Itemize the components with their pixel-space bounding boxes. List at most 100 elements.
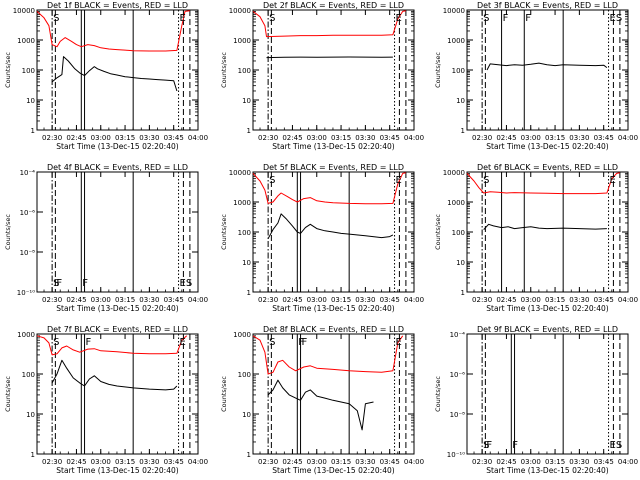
events-series-line (267, 213, 394, 239)
y-tick-label: 10⁻⁸ (450, 411, 466, 419)
x-tick-label: 03:30 (569, 458, 589, 466)
y-tick-label: 10⁻⁶ (20, 209, 36, 217)
x-tick-label: 03:45 (594, 134, 614, 142)
y-tick-label: 10 (456, 97, 465, 105)
x-tick-label: 03:30 (355, 458, 375, 466)
y-tick-label: 10000 (229, 169, 251, 177)
x-tick-label: 04:00 (404, 296, 424, 304)
x-tick-label: 03:00 (307, 134, 327, 142)
x-tick-label: 04:00 (404, 134, 424, 142)
x-axis-label: Start Time (13-Dec-15 02:20:40) (272, 142, 394, 151)
event-marker-label: S (483, 175, 489, 186)
x-tick-label: 02:30 (42, 296, 62, 304)
chart-panel-2: Det 2f BLACK = Events, RED = LLD 1 10 100 10… (220, 1, 424, 151)
x-tick-label: 02:30 (258, 458, 278, 466)
x-tick-label: 03:30 (139, 458, 159, 466)
x-tick-label: 02:45 (496, 296, 516, 304)
y-tick-label: 100 (238, 229, 251, 237)
x-tick-label: 03:00 (307, 458, 327, 466)
x-tick-label: 03:30 (569, 134, 589, 142)
x-tick-label: 03:30 (139, 134, 159, 142)
x-axis-label: Start Time (13-Dec-15 02:20:40) (486, 142, 608, 151)
event-marker-label: ES (610, 13, 623, 24)
x-tick-label: 04:00 (618, 296, 638, 304)
x-tick-label: 02:45 (66, 134, 86, 142)
y-tick-label: 1000 (233, 331, 251, 339)
y-tick-label: 10 (26, 411, 35, 419)
plot-frame (466, 9, 629, 131)
event-marker-label: E (396, 175, 402, 186)
y-tick-label: 10000 (443, 169, 465, 177)
y-tick-label: 1 (31, 127, 35, 135)
x-tick-label: 03:00 (521, 296, 541, 304)
chart-title: Det 1f BLACK = Events, RED = LLD (47, 1, 188, 10)
x-tick-label: 03:45 (380, 296, 400, 304)
plot-frame (36, 171, 199, 293)
x-tick-label: 04:00 (618, 134, 638, 142)
chart-title: Det 7f BLACK = Events, RED = LLD (47, 325, 188, 334)
y-tick-label: 1 (247, 289, 251, 297)
plot-frame (252, 333, 415, 455)
y-tick-label: 10⁻¹⁰ (447, 451, 465, 459)
y-axis-label: Counts/sec (4, 214, 12, 250)
event-marker-label: S (483, 440, 489, 451)
x-axis-label: Start Time (13-Dec-15 02:20:40) (486, 304, 608, 313)
y-tick-label: 100 (238, 371, 251, 379)
y-axis-label: Counts/sec (4, 376, 12, 412)
x-tick-label: 02:30 (472, 134, 492, 142)
y-axis-label: Counts/sec (434, 52, 442, 88)
lld-series-line (36, 335, 188, 356)
x-tick-label: 02:30 (472, 458, 492, 466)
x-tick-label: 03:15 (115, 134, 135, 142)
x-tick-label: 02:30 (472, 296, 492, 304)
x-tick-label: 02:45 (496, 134, 516, 142)
chart-panel-8: Det 8f BLACK = Events, RED = LLD 1 10 100 10… (220, 325, 424, 475)
event-marker-label: F (503, 13, 509, 24)
y-tick-label: 1 (461, 127, 465, 135)
x-tick-label: 03:15 (115, 296, 135, 304)
y-tick-label: 1 (247, 127, 251, 135)
x-tick-label: 03:00 (91, 296, 111, 304)
events-series-line (51, 359, 178, 391)
y-tick-label: 10⁻⁸ (20, 249, 36, 257)
x-tick-label: 03:45 (164, 134, 184, 142)
lld-series-line (252, 10, 407, 38)
y-tick-label: 1000 (447, 199, 465, 207)
x-tick-label: 03:00 (521, 134, 541, 142)
y-axis-label: Counts/sec (220, 214, 228, 250)
event-marker-label: S (53, 13, 59, 24)
y-axis-label: Counts/sec (4, 52, 12, 88)
event-marker-label: ES (180, 278, 193, 289)
x-tick-label: 03:30 (355, 134, 375, 142)
x-tick-label: 03:15 (545, 296, 565, 304)
x-tick-label: 02:45 (282, 296, 302, 304)
y-tick-label: 100 (452, 67, 465, 75)
event-marker-label: F (82, 278, 88, 289)
chart-title: Det 2f BLACK = Events, RED = LLD (263, 1, 404, 10)
x-tick-label: 02:30 (258, 296, 278, 304)
event-marker-label: E (396, 337, 402, 348)
chart-title: Det 5f BLACK = Events, RED = LLD (263, 163, 404, 172)
events-series-line (486, 62, 608, 71)
event-marker-label: S (53, 278, 59, 289)
events-series-line (51, 56, 178, 92)
event-marker-label: S (269, 175, 275, 186)
y-tick-label: 10 (242, 259, 251, 267)
x-axis-label: Start Time (13-Dec-15 02:20:40) (272, 466, 394, 475)
chart-title: Det 3f BLACK = Events, RED = LLD (477, 1, 618, 10)
chart-panel-1: Det 1f BLACK = Events, RED = LLD 1 10 100 10… (4, 1, 208, 151)
event-marker-label: E (610, 175, 616, 186)
event-marker-label: S (53, 337, 59, 348)
x-tick-label: 03:30 (139, 296, 159, 304)
y-tick-label: 10000 (443, 7, 465, 15)
chart-title: Det 8f BLACK = Events, RED = LLD (263, 325, 404, 334)
x-axis-label: Start Time (13-Dec-15 02:20:40) (56, 466, 178, 475)
event-marker-label: F (298, 337, 304, 348)
event-marker-label: S (269, 13, 275, 24)
chart-panel-7: Det 7f BLACK = Events, RED = LLD 1 10 100 10… (4, 325, 208, 475)
x-tick-label: 02:30 (258, 134, 278, 142)
chart-title: Det 6f BLACK = Events, RED = LLD (477, 163, 618, 172)
y-tick-label: 1000 (233, 37, 251, 45)
lld-series-line (36, 10, 190, 52)
